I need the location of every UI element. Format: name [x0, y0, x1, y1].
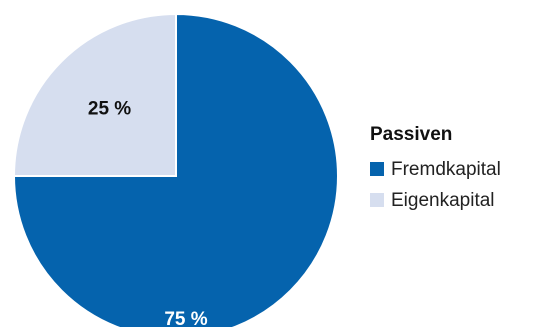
legend-swatch-fremdkapital	[370, 162, 384, 176]
legend-title: Passiven	[370, 124, 452, 145]
pie-slice-label-fremdkapital: 75 %	[164, 309, 207, 327]
pie-slice-eigenkapital	[12, 12, 177, 177]
legend: Passiven Fremdkapital Eigenkapital	[370, 124, 501, 211]
legend-item-fremdkapital: Fremdkapital	[370, 159, 501, 180]
pie-slice-labels: 75 % 25 %	[88, 99, 208, 331]
legend-label-eigenkapital: Eigenkapital	[391, 190, 495, 211]
legend-item-eigenkapital: Eigenkapital	[370, 190, 495, 211]
legend-label-fremdkapital: Fremdkapital	[391, 159, 501, 180]
pie-slice-label-eigenkapital: 25 %	[88, 99, 131, 120]
legend-swatch-eigenkapital	[370, 193, 384, 207]
pie-slices	[12, 12, 339, 332]
legend-items: Fremdkapital Eigenkapital	[370, 159, 501, 211]
